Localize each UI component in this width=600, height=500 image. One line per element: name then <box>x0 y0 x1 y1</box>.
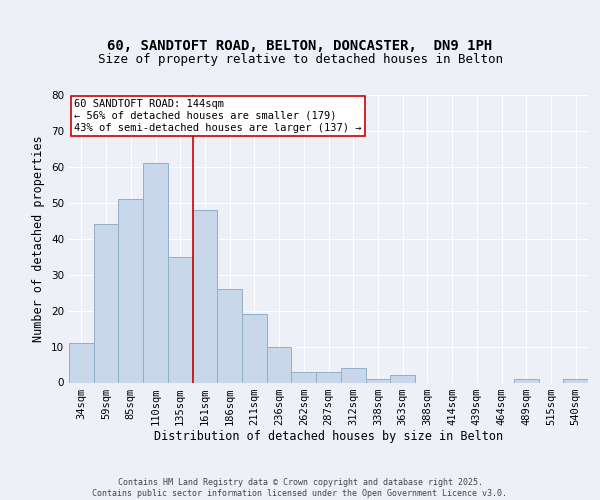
Bar <box>168 256 193 382</box>
X-axis label: Distribution of detached houses by size in Belton: Distribution of detached houses by size … <box>154 430 503 444</box>
Bar <box>267 346 292 382</box>
Bar <box>292 372 316 382</box>
Bar <box>94 224 118 382</box>
Bar <box>390 376 415 382</box>
Bar <box>193 210 217 382</box>
Bar <box>341 368 365 382</box>
Text: Size of property relative to detached houses in Belton: Size of property relative to detached ho… <box>97 53 503 66</box>
Text: Contains HM Land Registry data © Crown copyright and database right 2025.
Contai: Contains HM Land Registry data © Crown c… <box>92 478 508 498</box>
Bar <box>217 289 242 382</box>
Bar <box>365 379 390 382</box>
Bar <box>143 164 168 382</box>
Bar <box>563 379 588 382</box>
Bar <box>242 314 267 382</box>
Bar <box>69 343 94 382</box>
Bar <box>514 379 539 382</box>
Bar <box>118 199 143 382</box>
Y-axis label: Number of detached properties: Number of detached properties <box>32 136 46 342</box>
Text: 60, SANDTOFT ROAD, BELTON, DONCASTER,  DN9 1PH: 60, SANDTOFT ROAD, BELTON, DONCASTER, DN… <box>107 40 493 54</box>
Bar <box>316 372 341 382</box>
Text: 60 SANDTOFT ROAD: 144sqm
← 56% of detached houses are smaller (179)
43% of semi-: 60 SANDTOFT ROAD: 144sqm ← 56% of detach… <box>74 100 362 132</box>
